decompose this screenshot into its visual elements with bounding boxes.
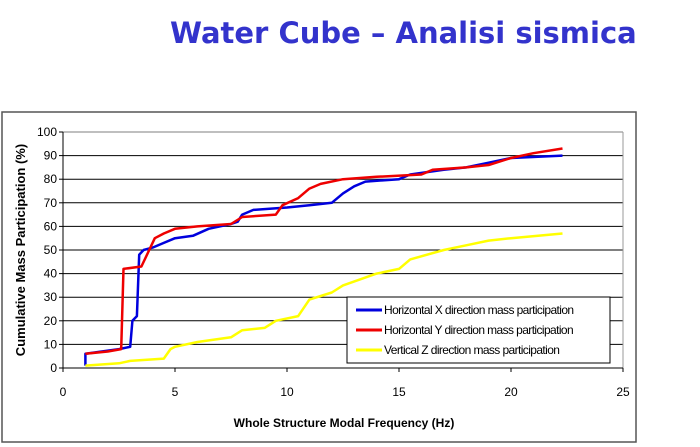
y-tick-label: 50: [44, 243, 58, 257]
axes: 0 10 20 30 40 50 60 70 80 90 100 0 5 10 15 20 25: [37, 125, 630, 399]
x-axis-label: Whole Structure Modal Frequency (Hz): [234, 416, 455, 430]
y-tick-label: 20: [44, 314, 58, 328]
y-tick-label: 100: [37, 125, 57, 139]
y-tick-label: 70: [44, 196, 58, 210]
y-tick-label: 40: [44, 267, 58, 281]
chart-frame: [1, 111, 637, 443]
y-tick-label: 0: [50, 361, 57, 375]
series-line-2: [85, 147, 563, 356]
x-tick-label: 10: [280, 385, 294, 399]
y-axis-label: Cumulative Mass Participation (%): [13, 144, 28, 356]
x-tick-label: 5: [172, 385, 179, 399]
legend-label: Horizontal Y direction mass participatio…: [384, 323, 573, 337]
legend-label: Horizontal X direction mass participatio…: [384, 303, 574, 317]
y-tick-label: 10: [44, 337, 58, 351]
slide-title: Water Cube – Analisi sismica: [170, 16, 637, 50]
series-line-3: [85, 232, 563, 367]
x-tick-label: 0: [60, 385, 67, 399]
x-tick-label: 20: [504, 385, 518, 399]
legend: Horizontal X direction mass participatio…: [346, 296, 611, 364]
x-tick-label: 15: [392, 385, 406, 399]
legend-box: [346, 296, 611, 364]
x-tick-label: 25: [616, 385, 630, 399]
gridlines: [63, 131, 624, 369]
series-lines: [84, 147, 563, 367]
y-tick-label: 80: [44, 172, 58, 186]
y-tick-label: 90: [44, 149, 58, 163]
y-tick-label: 30: [44, 290, 58, 304]
legend-label: Vertical Z direction mass participation: [384, 343, 559, 357]
y-tick-label: 60: [44, 219, 58, 233]
